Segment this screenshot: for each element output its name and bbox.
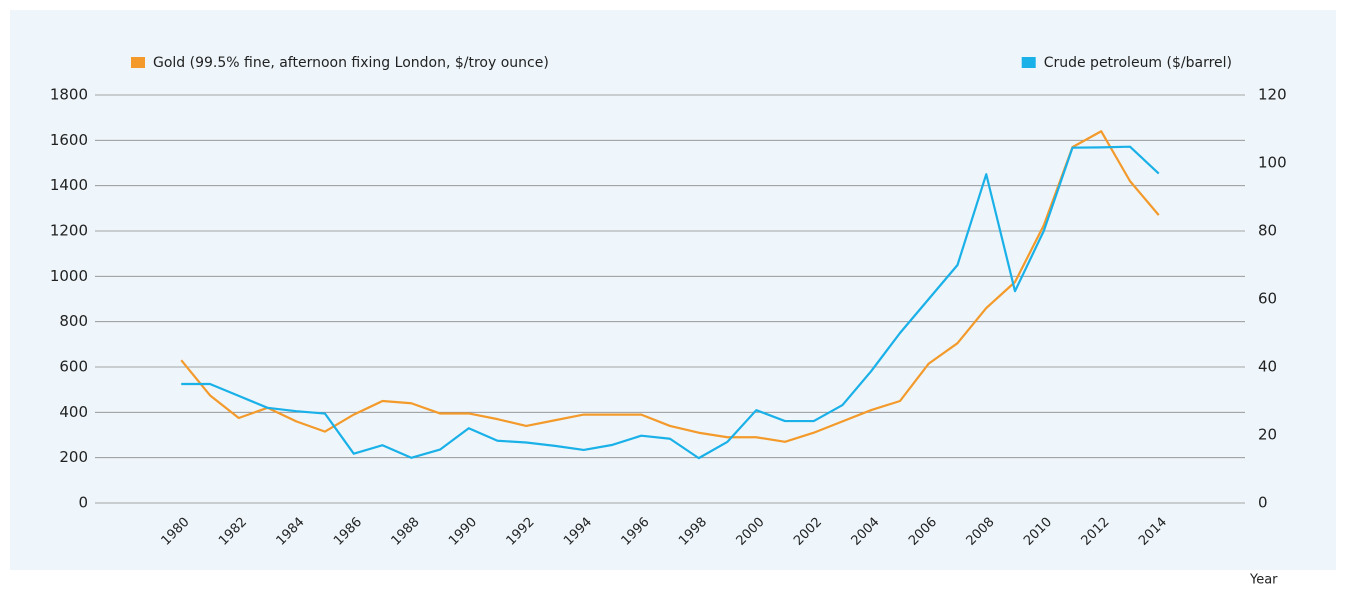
y-tick-label: 1800 xyxy=(50,86,88,104)
y2-tick-label: 80 xyxy=(1258,222,1277,240)
y2-tick-label: 100 xyxy=(1258,154,1287,172)
y2-tick-label: 40 xyxy=(1258,358,1277,376)
y-tick-label: 400 xyxy=(59,403,88,421)
y-tick-label: 0 xyxy=(78,494,88,512)
y2-tick-label: 120 xyxy=(1258,86,1287,104)
x-axis-label: Year xyxy=(1249,573,1278,588)
data-line xyxy=(181,145,1160,460)
y-tick-label: 200 xyxy=(59,448,88,466)
y-tick-label: 600 xyxy=(59,358,88,376)
y-tick-label: 1200 xyxy=(50,222,88,240)
y-tick-label: 1000 xyxy=(50,267,88,285)
y-tick-label: 800 xyxy=(59,312,88,330)
chart-background xyxy=(10,10,1336,570)
y-tick-label: 1400 xyxy=(50,176,88,194)
legend-label: Gold (99.5% fine, afternoon fixing Londo… xyxy=(153,55,549,71)
data-line xyxy=(180,130,1160,443)
y-tick-label: 1600 xyxy=(50,131,88,149)
legend-label: Crude petroleum ($/barrel) xyxy=(1044,55,1232,71)
legend-swatch xyxy=(131,57,145,68)
y2-tick-label: 20 xyxy=(1258,426,1277,444)
y2-tick-label: 60 xyxy=(1258,290,1277,308)
legend-swatch xyxy=(1021,57,1036,68)
y2-tick-label: 0 xyxy=(1258,494,1268,512)
